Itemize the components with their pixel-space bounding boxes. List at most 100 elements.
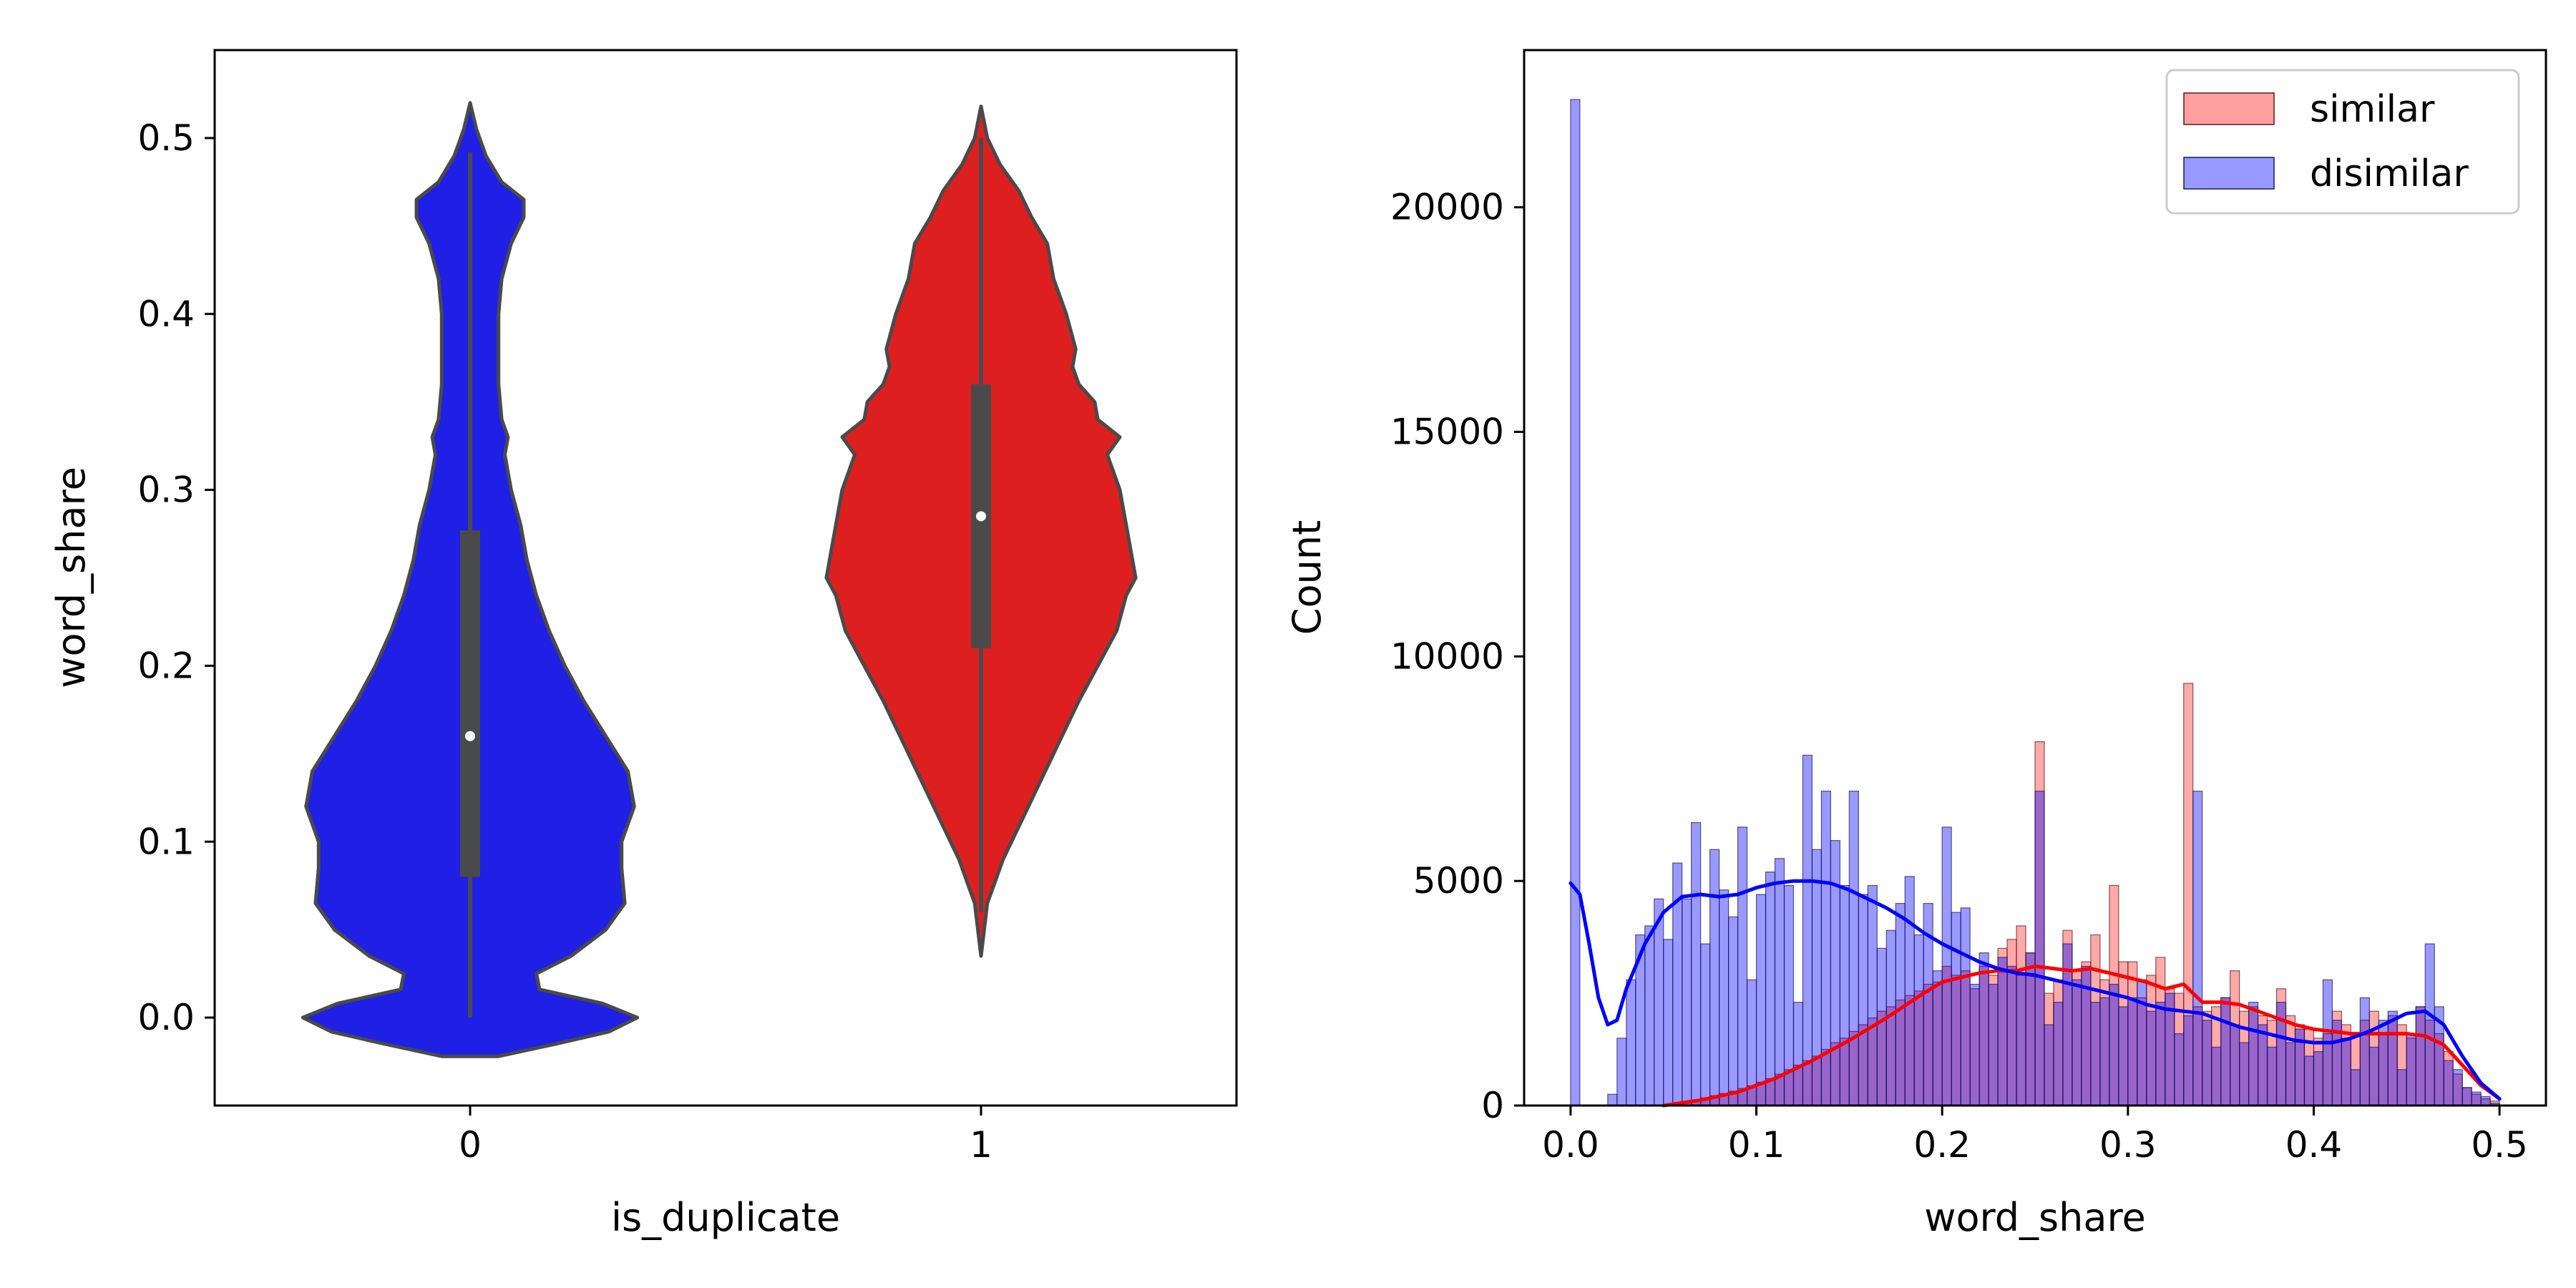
legend-swatch-disimilar <box>2183 157 2275 190</box>
hist-bar-disimilar <box>2034 791 2045 1106</box>
hist-bar-disimilar <box>2183 1015 2194 1106</box>
hist-bar-disimilar <box>1755 894 1767 1106</box>
hist-bar-disimilar <box>1792 1002 1804 1106</box>
hist-bar-disimilar <box>2443 1060 2454 1106</box>
hist-bar-disimilar <box>1709 849 1720 1106</box>
hist-bar-disimilar <box>1932 970 1943 1106</box>
hist-bar-disimilar <box>2248 1002 2259 1106</box>
hist-bar-disimilar <box>1616 1038 1627 1106</box>
hist-bar-disimilar <box>2099 997 2110 1106</box>
hist-bar-disimilar <box>1700 943 1711 1106</box>
violin-median-0 <box>465 731 475 741</box>
hist-x-tick-label: 0.2 <box>1913 1124 1971 1166</box>
violin-y-tick-label: 0.2 <box>137 645 195 686</box>
hist-bar-disimilar <box>1728 916 1739 1106</box>
hist-bar-disimilar <box>2220 997 2231 1106</box>
violin-iqr-box-0 <box>460 530 480 877</box>
hist-bar-disimilar <box>1663 939 1674 1106</box>
violin-plot: 0.0 0.1 0.2 0.3 0.4 0.5 0 1 is_duplicate word_… <box>49 49 1238 1240</box>
violin-y-axis-label: word_share <box>49 467 94 688</box>
hist-bar-disimilar <box>1867 884 1878 1106</box>
hist-bar-disimilar <box>1848 791 1859 1106</box>
kde-line-disimilar <box>1568 879 2502 1101</box>
violin-x-axis-label: is_duplicate <box>611 1195 840 1240</box>
hist-bar-disimilar <box>1570 99 1581 1106</box>
hist-bar-disimilar <box>1719 889 1729 1106</box>
hist-bar-disimilar <box>2387 1010 2398 1106</box>
hist-bar-disimilar <box>1979 952 1989 1106</box>
hist-bar-disimilar <box>1913 934 1924 1106</box>
hist-bar-disimilar <box>2118 1006 2129 1106</box>
hist-bar-disimilar <box>2016 975 2026 1106</box>
hist-x-tick-label: 0.1 <box>1728 1124 1785 1166</box>
hist-bar-disimilar <box>2350 1069 2361 1106</box>
kde-line-similar <box>1662 964 2502 1108</box>
hist-bar-disimilar <box>1969 983 1980 1106</box>
hist-y-tick-label: 10000 <box>1390 635 1504 677</box>
hist-bar-disimilar <box>2127 997 2138 1106</box>
hist-y-tick-label: 20000 <box>1390 187 1504 228</box>
hist-bar-disimilar <box>1830 840 1840 1106</box>
hist-bar-disimilar <box>2341 1038 2351 1106</box>
violin-y-tick-label: 0.5 <box>137 117 195 159</box>
hist-bar-disimilar <box>2285 1042 2296 1106</box>
histogram-y-axis-label: Count <box>1284 520 1330 635</box>
violin-x-tick-label: 1 <box>970 1124 992 1166</box>
hist-bar-disimilar <box>2090 1002 2101 1106</box>
histogram-axes-frame <box>1523 49 2547 1107</box>
hist-bar-disimilar <box>2230 1024 2240 1106</box>
hist-bar-disimilar <box>2174 1033 2185 1106</box>
hist-bar-disimilar <box>1997 957 2008 1106</box>
hist-bar-disimilar <box>2146 1010 2157 1106</box>
hist-bar-disimilar <box>2109 983 2119 1106</box>
hist-bar-disimilar <box>2239 1042 2250 1106</box>
hist-bar-disimilar <box>2415 1006 2426 1106</box>
hist-bar-disimilar <box>2480 1096 2491 1106</box>
violin-axes-frame <box>213 49 1238 1107</box>
hist-bar-disimilar <box>2303 1055 2315 1106</box>
hist-x-tick-label: 0.5 <box>2471 1124 2528 1166</box>
hist-bar-disimilar <box>2202 1020 2212 1106</box>
hist-bar-disimilar <box>1765 872 1776 1106</box>
hist-bar-disimilar <box>1626 979 1636 1106</box>
hist-bar-disimilar <box>1802 754 1813 1106</box>
hist-bar-disimilar <box>2462 1087 2472 1106</box>
hist-y-tick-label: 0 <box>1481 1085 1504 1126</box>
violin-x-tick-label: 0 <box>459 1124 482 1166</box>
violin-y-tick-label: 0.4 <box>137 293 195 335</box>
hist-bar-disimilar <box>1941 826 1952 1106</box>
hist-bar-disimilar <box>1691 821 1702 1106</box>
hist-bar-disimilar <box>2452 1069 2463 1106</box>
hist-bar-disimilar <box>1904 876 1915 1106</box>
legend-label-disimilar: disimilar <box>2310 152 2469 195</box>
hist-bar-disimilar <box>1737 826 1748 1106</box>
hist-bar-disimilar <box>2257 1024 2268 1106</box>
hist-bar-disimilar <box>1811 849 1823 1106</box>
histogram-x-axis-label: word_share <box>1924 1195 2145 1240</box>
hist-bar-disimilar <box>1654 898 1664 1106</box>
hist-bar-disimilar <box>2053 1002 2064 1106</box>
hist-bar-disimilar <box>2368 1046 2379 1106</box>
hist-x-tick-label: 0.3 <box>2099 1124 2157 1166</box>
hist-x-tick-label: 0.4 <box>2285 1124 2343 1166</box>
hist-bar-disimilar <box>2424 943 2435 1106</box>
hist-bar-disimilar <box>1820 791 1831 1106</box>
legend-swatch-similar <box>2183 92 2275 125</box>
hist-bar-disimilar <box>2266 1046 2278 1106</box>
hist-bar-disimilar <box>1858 894 1868 1106</box>
hist-bar-disimilar <box>1682 898 1692 1106</box>
hist-bar-disimilar <box>1960 907 1971 1106</box>
hist-bar-disimilar <box>1988 983 1999 1106</box>
hist-bar-disimilar <box>2155 1002 2166 1106</box>
hist-bar-disimilar <box>2072 979 2082 1106</box>
hist-bar-disimilar <box>2192 791 2203 1106</box>
hist-bar-disimilar <box>2313 1051 2324 1106</box>
hist-bar-disimilar <box>1951 912 1961 1106</box>
hist-bar-disimilar <box>2137 979 2147 1106</box>
hist-bar-disimilar <box>2211 1046 2222 1106</box>
hist-bar-disimilar <box>1774 858 1785 1106</box>
violin-y-tick-label: 0.0 <box>137 997 195 1038</box>
hist-y-tick-label: 5000 <box>1413 860 1504 902</box>
histogram-legend: similar disimilar <box>2165 69 2520 215</box>
